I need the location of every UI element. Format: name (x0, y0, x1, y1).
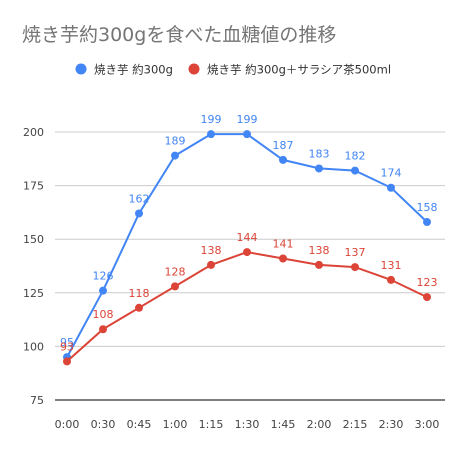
y-tick-label: 100 (23, 340, 44, 353)
data-label: 162 (129, 192, 150, 205)
data-label: 189 (165, 135, 186, 148)
data-point (351, 263, 359, 272)
data-label: 128 (165, 265, 186, 278)
series-line (66, 251, 428, 363)
x-tick-label: 2:00 (307, 418, 332, 431)
data-label: 144 (237, 231, 258, 244)
data-label: 123 (417, 276, 438, 289)
y-tick-label: 200 (23, 126, 44, 139)
x-tick-label: 1:00 (163, 418, 188, 431)
legend-label: 焼き芋 約300g (94, 63, 173, 77)
x-tick-label: 2:15 (343, 418, 368, 431)
data-label: 187 (273, 139, 294, 152)
data-point (171, 282, 179, 291)
data-label: 131 (381, 259, 402, 272)
x-tick-label: 0:00 (55, 418, 80, 431)
data-point (423, 293, 431, 302)
legend-marker (75, 63, 87, 75)
data-point (207, 260, 215, 269)
legend-label: 焼き芋 約300g＋サラシア茶500ml (207, 63, 391, 77)
data-point (207, 130, 215, 139)
data-point (135, 303, 143, 312)
data-point (387, 183, 395, 192)
data-label: 174 (381, 167, 402, 180)
y-tick-label: 150 (23, 233, 44, 246)
data-label: 182 (345, 150, 366, 163)
x-tick-label: 1:45 (271, 418, 296, 431)
data-label: 108 (93, 308, 114, 321)
x-tick-label: 0:45 (127, 418, 152, 431)
data-point (279, 254, 287, 263)
data-point (135, 209, 143, 218)
data-point (279, 155, 287, 164)
data-label: 138 (201, 244, 222, 257)
data-label: 95 (60, 336, 74, 349)
series-line (66, 133, 428, 358)
data-point (99, 325, 107, 334)
legend-marker (188, 63, 200, 75)
x-tick-label: 1:15 (199, 418, 224, 431)
chart-title: 焼き芋約300gを食べた血糖値の推移 (22, 24, 337, 46)
x-tick-label: 1:30 (235, 418, 260, 431)
data-point (315, 260, 323, 269)
data-point (243, 248, 251, 257)
data-label: 93 (60, 340, 74, 353)
data-label: 126 (93, 270, 114, 283)
data-label: 138 (309, 244, 330, 257)
data-point (423, 218, 431, 227)
data-point (243, 130, 251, 139)
data-point (63, 357, 71, 366)
data-label: 158 (417, 201, 438, 214)
data-label: 118 (129, 287, 150, 300)
x-tick-label: 3:00 (415, 418, 440, 431)
y-tick-label: 125 (23, 287, 44, 300)
data-label: 141 (273, 237, 294, 250)
data-point (315, 164, 323, 173)
x-tick-label: 2:30 (379, 418, 404, 431)
data-label: 199 (237, 113, 258, 126)
data-point (351, 166, 359, 175)
y-tick-label: 75 (30, 394, 44, 407)
data-point (99, 286, 107, 295)
x-tick-label: 0:30 (91, 418, 116, 431)
data-label: 137 (345, 246, 366, 259)
y-tick-label: 175 (23, 180, 44, 193)
data-point (387, 275, 395, 284)
data-label: 199 (201, 113, 222, 126)
data-label: 183 (309, 147, 330, 160)
data-point (171, 151, 179, 160)
